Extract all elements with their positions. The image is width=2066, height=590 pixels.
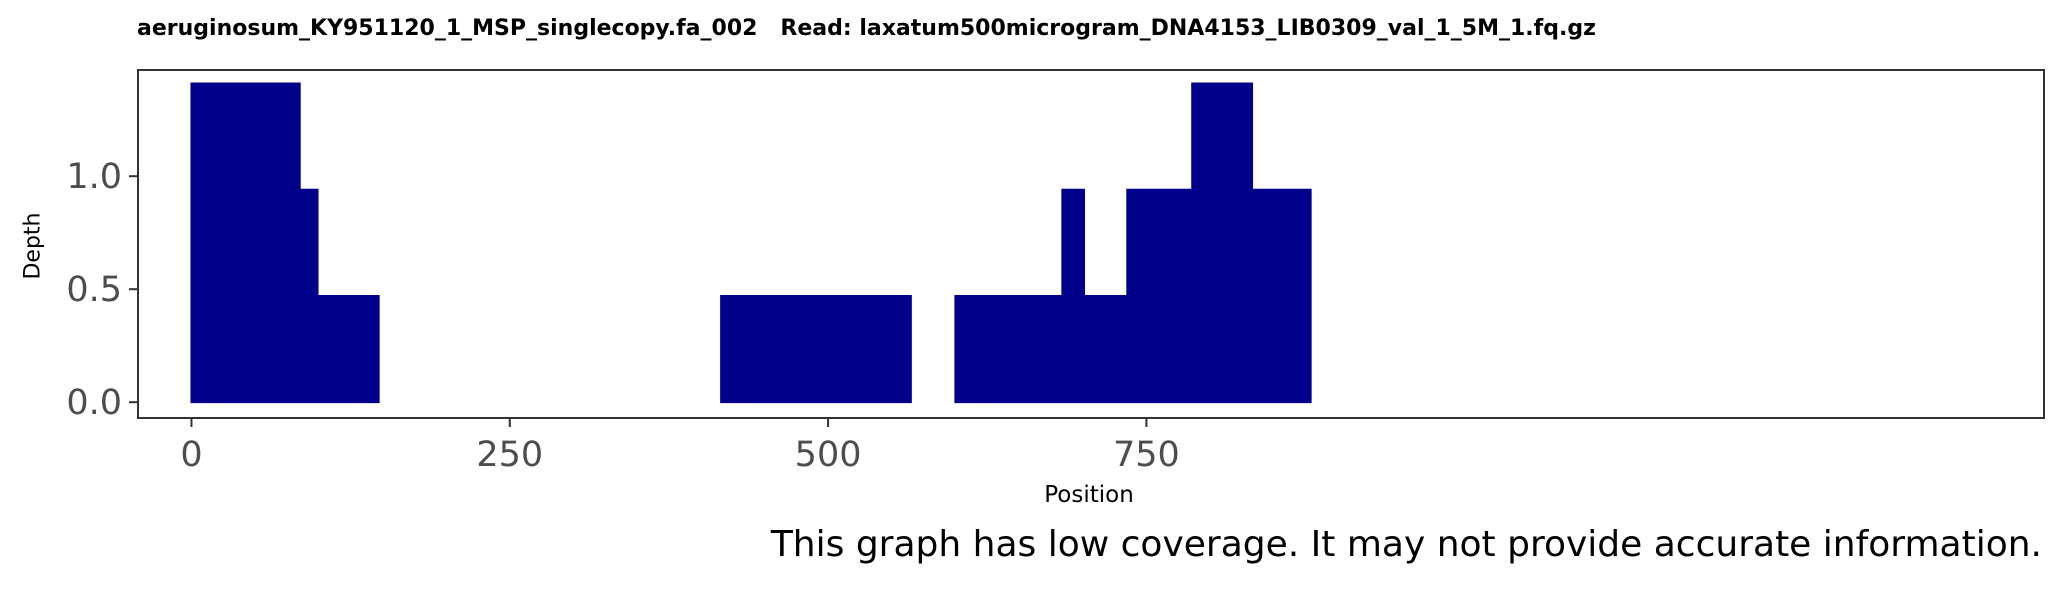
y-tick-label: 0.0 [66,383,122,423]
coverage-area-layer [190,82,1312,404]
ticks-layer: 0 250 500 750 0.0 0.5 1.0 [66,157,1179,475]
coverage-area-segment [720,294,912,404]
x-tick-label: 250 [476,435,543,475]
chart-title: aeruginosum_KY951120_1_MSP_singlecopy.fa… [137,16,1596,41]
coverage-area-segment [190,82,380,404]
coverage-area-segment [954,82,1312,404]
x-tick-label: 0 [180,435,202,475]
low-coverage-warning: This graph has low coverage. It may not … [770,524,2042,565]
plot-frame [137,69,2045,419]
x-axis-label: Position [1044,482,1134,508]
x-tick-label: 500 [795,435,862,475]
y-tick-label: 1.0 [66,157,122,197]
y-tick-label: 0.5 [66,270,122,310]
x-tick-label: 750 [1113,435,1180,475]
